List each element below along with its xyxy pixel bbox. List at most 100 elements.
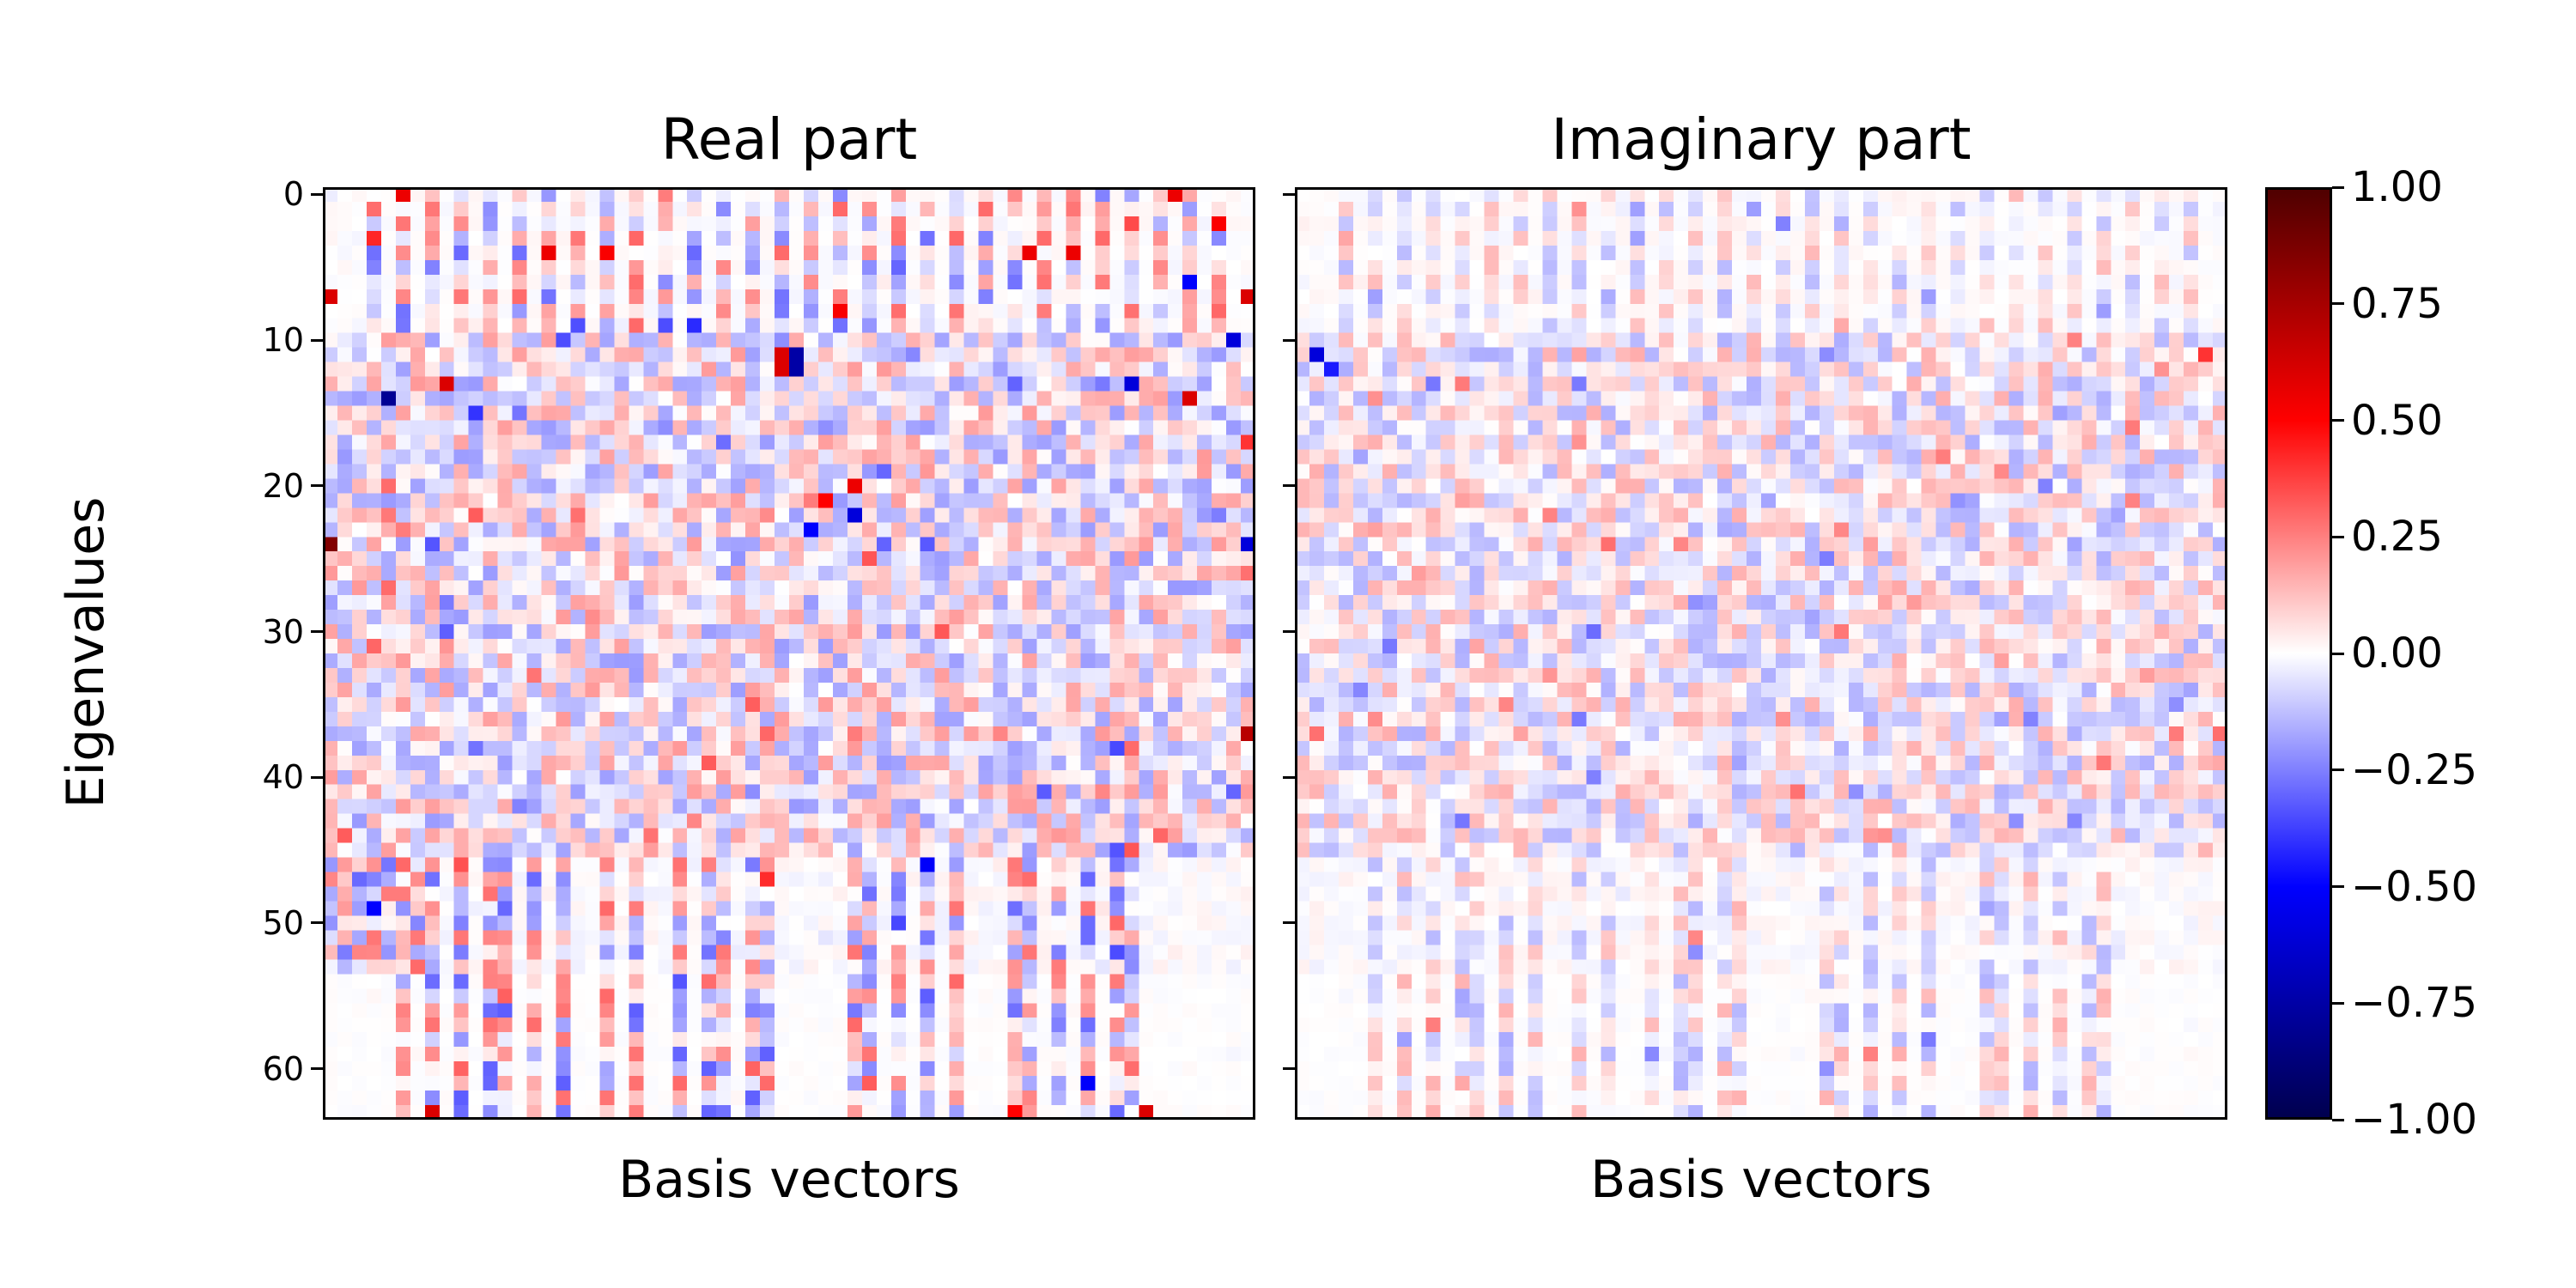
real-part-cell: [832, 318, 848, 334]
real-part-cell: [1080, 915, 1096, 932]
real-part-cell: [629, 318, 644, 334]
real-part-cell: [934, 740, 951, 756]
real-part-cell: [963, 187, 980, 203]
real-part-cell: [1109, 274, 1125, 290]
real-part-cell: [614, 434, 629, 451]
real-part-cell: [337, 1105, 353, 1120]
real-part-cell: [993, 522, 1009, 538]
real-part-cell: [876, 274, 892, 290]
real-part-cell: [526, 726, 543, 742]
real-part-cell: [570, 915, 586, 932]
real-part-cell: [439, 289, 455, 305]
real-part-cell: [672, 580, 688, 596]
real-part-cell: [512, 974, 528, 989]
real-part-cell: [1095, 755, 1110, 771]
real-part-cell: [410, 1018, 426, 1033]
real-part-cell: [1226, 318, 1242, 334]
real-part-cell: [1212, 930, 1227, 945]
real-part-cell: [687, 245, 702, 261]
real-part-cell: [876, 289, 892, 305]
real-part-cell: [1066, 230, 1081, 246]
real-part-cell: [760, 1105, 775, 1120]
real-part-cell: [351, 769, 368, 786]
real-part-cell: [585, 784, 601, 800]
imaginary-part-cell: [1528, 376, 1544, 392]
real-part-cell: [614, 566, 629, 581]
real-part-cell: [861, 434, 878, 451]
real-part-cell: [963, 828, 980, 844]
real-part-cell: [861, 624, 878, 640]
real-part-cell: [1022, 740, 1038, 756]
real-part-cell: [920, 974, 936, 989]
real-part-cell: [614, 682, 629, 698]
real-part-cell: [337, 464, 353, 479]
real-part-cell: [395, 901, 411, 917]
real-part-cell: [832, 391, 848, 407]
real-part-cell: [1022, 886, 1038, 902]
imaginary-part-cell: [1469, 245, 1485, 261]
real-part-cell: [672, 493, 688, 508]
real-part-cell: [861, 449, 878, 465]
real-part-cell: [483, 1032, 499, 1048]
real-part-cell: [789, 1091, 805, 1106]
real-part-cell: [803, 784, 819, 800]
real-part-cell: [380, 711, 397, 727]
real-part-cell: [643, 828, 659, 844]
real-part-cell: [351, 886, 368, 902]
imaginary-part-cell: [1994, 201, 2010, 217]
real-part-cell: [1124, 201, 1139, 217]
real-part-cell: [702, 361, 717, 378]
real-part-cell: [934, 361, 951, 378]
imaginary-part-cell: [1367, 361, 1383, 378]
real-part-cell: [541, 318, 557, 334]
real-part-cell: [920, 566, 936, 581]
real-part-cell: [366, 711, 382, 727]
imaginary-part-cell: [1367, 318, 1383, 334]
real-part-cell: [861, 1047, 878, 1062]
real-part-cell: [570, 303, 586, 319]
imaginary-part-cell: [1892, 361, 1908, 378]
real-part-cell: [890, 391, 907, 407]
imaginary-part-cell: [1688, 376, 1704, 392]
real-part-cell: [629, 391, 644, 407]
real-part-cell: [963, 361, 980, 378]
real-part-cell: [468, 945, 484, 960]
real-part-cell: [978, 711, 994, 727]
real-part-cell: [614, 303, 629, 319]
real-part-cell: [1226, 391, 1242, 407]
real-part-cell: [1168, 289, 1183, 305]
imaginary-part-cell: [2081, 245, 2097, 261]
real-part-cell: [1036, 901, 1053, 917]
imaginary-part-cell: [1425, 216, 1442, 232]
real-part-cell: [1080, 1091, 1096, 1106]
real-part-cell: [526, 974, 543, 989]
real-part-cell: [526, 682, 543, 698]
real-part-cell: [847, 201, 863, 217]
real-part-cell: [702, 1076, 717, 1091]
real-part-cell: [1153, 318, 1169, 334]
real-part-cell: [775, 610, 790, 625]
real-part-cell: [890, 230, 907, 246]
real-part-cell: [643, 449, 659, 465]
real-part-cell: [410, 755, 426, 771]
real-part-cell: [949, 667, 965, 683]
real-part-cell: [614, 872, 629, 888]
imaginary-part-cell: [2125, 361, 2141, 378]
real-part-cell: [512, 361, 528, 378]
imaginary-part-cell: [2096, 245, 2111, 261]
real-part-cell: [497, 842, 513, 859]
imaginary-part-cell: [1542, 259, 1558, 276]
real-part-cell: [366, 347, 382, 363]
real-part-cell: [1007, 813, 1024, 829]
real-part-cell: [424, 842, 440, 859]
real-part-cell: [672, 1047, 688, 1062]
imaginary-part-cell: [1455, 201, 1471, 217]
real-part-cell: [847, 726, 863, 742]
real-part-cell: [978, 551, 994, 567]
real-part-cell: [366, 755, 382, 771]
real-part-cell: [861, 639, 878, 654]
imaginary-part-cell: [1542, 201, 1558, 217]
real-part-cell: [410, 1076, 426, 1091]
real-part-cell: [775, 813, 790, 829]
imaginary-part-cell: [2184, 274, 2199, 290]
